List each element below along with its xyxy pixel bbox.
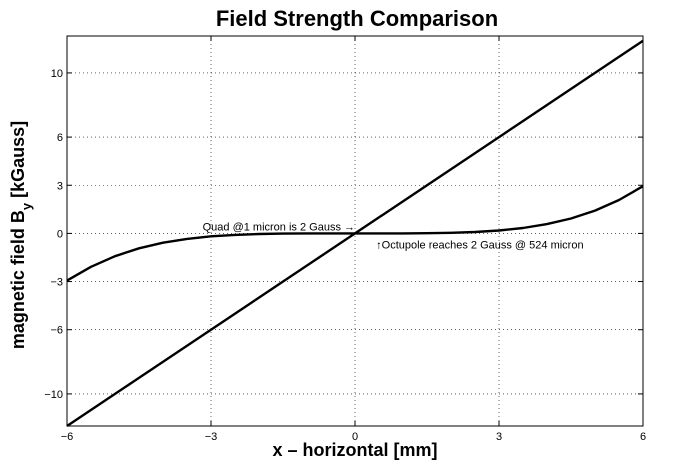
y-tick-label-2: −3: [50, 277, 63, 289]
annotation-quad: Quad @1 micron is 2 Gauss →: [203, 221, 355, 233]
x-tick-label-1: −3: [205, 431, 218, 443]
chart-title: Field Strength Comparison: [216, 6, 498, 31]
x-axis-label: x – horizontal [mm]: [272, 440, 437, 460]
x-tick-label-4: 6: [640, 431, 646, 443]
x-tick-label-0: −6: [61, 431, 74, 443]
y-tick-label-5: 6: [57, 132, 63, 144]
series: [66, 39, 644, 427]
y-tick-label-0: −10: [44, 389, 63, 401]
y-tick-label-3: 0: [57, 228, 63, 240]
x-tick-label-3: 3: [496, 431, 502, 443]
annotations: Quad @1 micron is 2 Gauss → ↑Octupole rea…: [203, 221, 584, 251]
axis-ticks: −6 −3 0 3 6 −10 −6 −3 0 3 6 10: [44, 36, 646, 443]
y-axis-label: magnetic field By [kGauss]: [8, 121, 34, 349]
series-line-1: [66, 185, 644, 282]
y-tick-label-4: 3: [57, 180, 63, 192]
y-axis-label-unit: [kGauss]: [8, 121, 28, 203]
y-tick-label-1: −6: [50, 325, 63, 337]
y-axis-label-subscript: y: [19, 202, 34, 210]
y-axis-label-main: magnetic field B: [8, 210, 28, 349]
y-tick-label-6: 10: [51, 68, 63, 80]
x-tick-label-2: 0: [352, 431, 358, 443]
annotation-octupole: ↑Octupole reaches 2 Gauss @ 524 micron: [376, 239, 583, 251]
